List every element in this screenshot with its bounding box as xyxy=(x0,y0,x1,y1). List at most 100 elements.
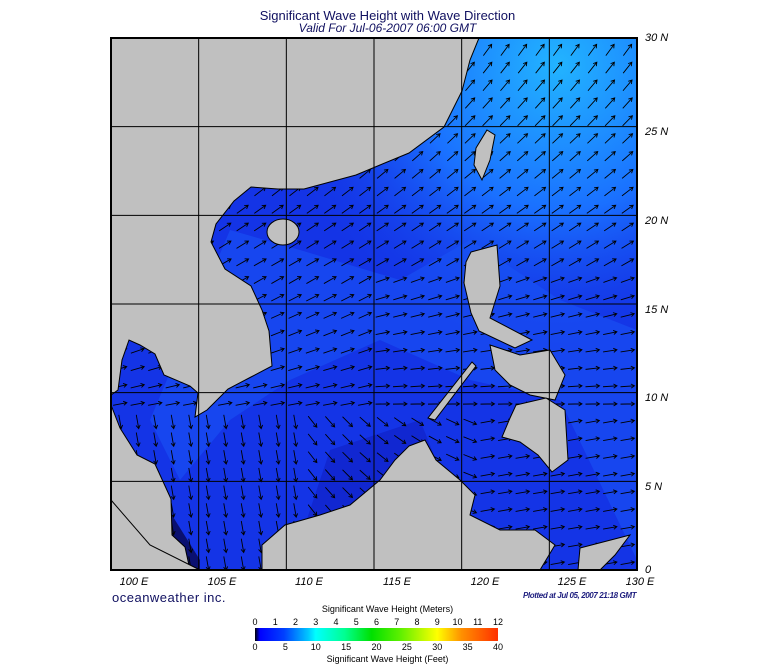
wave-direction-arrow xyxy=(568,258,582,267)
wave-direction-arrow xyxy=(569,133,581,144)
lat-label: 15 N xyxy=(645,304,669,316)
wave-direction-arrow xyxy=(482,43,493,56)
land-hainan xyxy=(266,218,300,246)
wave-direction-arrow xyxy=(392,365,408,371)
wave-direction-arrow xyxy=(552,79,563,92)
wave-direction-arrow xyxy=(188,450,194,465)
wave-direction-arrow xyxy=(446,258,460,267)
wave-direction-arrow xyxy=(515,489,531,495)
wave-direction-arrow xyxy=(223,414,229,430)
wave-direction-arrow xyxy=(253,400,268,406)
wave-direction-arrow xyxy=(500,79,511,92)
wave-direction-arrow xyxy=(410,276,425,283)
wave-direction-arrow xyxy=(307,486,318,499)
wave-direction-arrow xyxy=(340,400,356,406)
map-subtitle: Valid For Jul-06-2007 06:00 GMT xyxy=(298,21,477,35)
wave-direction-arrow xyxy=(188,485,194,501)
wave-direction-arrow xyxy=(428,258,442,267)
wave-direction-arrow xyxy=(236,240,250,249)
wave-direction-arrow xyxy=(604,133,616,144)
wave-direction-arrow xyxy=(569,204,582,214)
wave-direction-arrow xyxy=(411,258,425,267)
wave-direction-arrow xyxy=(515,312,531,318)
wave-direction-arrow xyxy=(534,186,547,197)
wave-direction-arrow xyxy=(620,560,636,566)
wave-direction-arrow xyxy=(464,97,476,109)
wave-direction-arrow xyxy=(550,276,565,283)
wave-direction-arrow xyxy=(499,150,511,162)
wave-direction-arrow xyxy=(236,204,249,214)
wave-direction-arrow xyxy=(620,330,636,336)
wave-direction-arrow xyxy=(323,383,338,389)
wave-direction-arrow xyxy=(621,150,634,162)
feet-tick: 25 xyxy=(401,642,412,652)
wave-direction-arrow xyxy=(603,454,618,459)
wave-direction-arrow xyxy=(602,365,618,371)
wave-direction-arrow xyxy=(288,329,303,337)
wave-direction-arrow xyxy=(325,469,336,481)
wave-direction-arrow xyxy=(604,115,616,127)
wave-direction-arrow xyxy=(605,43,615,56)
wave-direction-arrow xyxy=(498,471,513,477)
wave-direction-arrow xyxy=(376,168,389,179)
wave-direction-arrow xyxy=(481,204,494,214)
wave-direction-arrow xyxy=(620,471,636,477)
wave-direction-arrow xyxy=(393,347,408,353)
meter-tick: 2 xyxy=(292,617,298,627)
wave-direction-arrow xyxy=(463,454,478,461)
land-visayas xyxy=(489,344,566,401)
wave-direction-arrow xyxy=(258,450,264,465)
wave-direction-arrow xyxy=(534,133,546,144)
wave-direction-arrow xyxy=(569,168,582,179)
wave-direction-arrow xyxy=(622,133,634,144)
wave-direction-arrow xyxy=(551,168,564,179)
wave-direction-arrow xyxy=(275,503,281,518)
wave-direction-arrow xyxy=(429,168,442,179)
wave-direction-arrow xyxy=(515,276,530,283)
wave-direction-arrow xyxy=(254,204,267,214)
wave-direction-arrow xyxy=(375,330,391,336)
wave-direction-arrow xyxy=(271,293,285,302)
wave-direction-arrow xyxy=(288,293,303,302)
wave-direction-arrow xyxy=(622,43,633,56)
wave-direction-arrow xyxy=(323,311,338,319)
lon-label: 130 E xyxy=(625,576,655,588)
wave-direction-arrow xyxy=(620,454,636,459)
wave-direction-arrow xyxy=(240,520,246,536)
wave-direction-arrow xyxy=(447,115,459,127)
wave-direction-arrow xyxy=(427,365,443,371)
feet-tick: 30 xyxy=(432,642,443,652)
wave-direction-arrow xyxy=(463,222,477,232)
wave-direction-arrow xyxy=(275,414,281,430)
wave-direction-arrow xyxy=(325,451,336,463)
wave-direction-arrow xyxy=(359,416,371,427)
wave-direction-arrow xyxy=(445,418,460,426)
wave-direction-arrow xyxy=(620,365,636,371)
wave-direction-arrow xyxy=(323,347,338,354)
wave-direction-arrow xyxy=(205,432,211,448)
wave-direction-arrow xyxy=(463,471,478,479)
wave-direction-arrow xyxy=(622,115,634,127)
wave-direction-arrow xyxy=(253,240,267,249)
wave-direction-arrow xyxy=(603,240,617,249)
wave-direction-arrow xyxy=(568,330,583,336)
wave-direction-arrow xyxy=(621,258,635,267)
wave-direction-arrow xyxy=(359,469,371,481)
wave-direction-arrow xyxy=(258,414,264,430)
wave-direction-arrow xyxy=(480,454,496,459)
land-sulawesi xyxy=(577,534,632,571)
wave-direction-arrow xyxy=(603,258,617,267)
wave-direction-arrow xyxy=(620,294,636,301)
colorbar xyxy=(255,628,498,641)
wave-direction-arrow xyxy=(570,61,580,74)
wave-direction-arrow xyxy=(585,365,601,371)
wave-direction-arrow xyxy=(585,312,601,318)
wave-direction-arrow xyxy=(148,400,163,406)
wave-direction-arrow xyxy=(358,276,372,284)
wave-direction-arrow xyxy=(341,186,354,197)
wave-direction-arrow xyxy=(325,486,336,499)
wave-direction-arrow xyxy=(499,97,511,109)
wave-direction-arrow xyxy=(410,312,426,318)
wave-direction-arrow xyxy=(550,489,566,495)
wave-direction-arrow xyxy=(586,186,599,197)
